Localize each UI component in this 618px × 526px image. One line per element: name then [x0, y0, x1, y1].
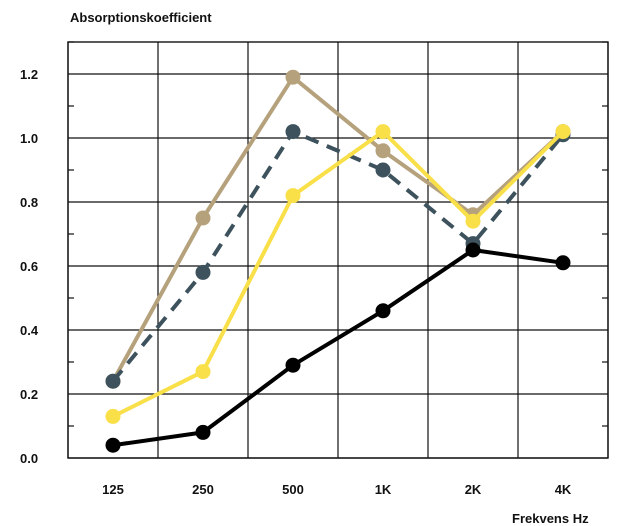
data-point — [285, 124, 301, 140]
data-point — [465, 242, 481, 258]
data-point — [375, 124, 391, 140]
x-tick-label: 250 — [192, 482, 214, 497]
series-line — [111, 75, 565, 383]
data-point — [195, 210, 211, 226]
y-tick-label: 0.0 — [20, 451, 38, 466]
y-axis-label: Absorptionskoefficient — [70, 10, 212, 25]
data-point — [375, 303, 391, 319]
x-tick-label: 500 — [282, 482, 304, 497]
x-tick-label: 1K — [375, 482, 392, 497]
data-point — [195, 264, 211, 280]
x-tick-label: 2K — [465, 482, 482, 497]
data-point — [285, 188, 301, 204]
data-point — [285, 69, 301, 85]
x-tick-label: 4K — [555, 482, 572, 497]
data-point — [465, 213, 481, 229]
data-point — [555, 124, 571, 140]
y-tick-label: 0.6 — [20, 259, 38, 274]
data-point — [375, 162, 391, 178]
y-tick-label: 1.2 — [20, 67, 38, 82]
data-point — [105, 408, 121, 424]
y-tick-label: 0.4 — [20, 323, 39, 338]
series-line — [112, 129, 565, 419]
series-line — [112, 248, 564, 448]
x-axis-label: Frekvens Hz — [512, 511, 589, 526]
data-point — [195, 424, 211, 440]
data-point — [105, 437, 121, 453]
plot-frame — [67, 41, 609, 459]
y-tick-label: 0.8 — [20, 195, 38, 210]
data-point — [375, 143, 391, 159]
x-tick-label: 125 — [102, 482, 124, 497]
y-tick-label: 1.0 — [20, 131, 38, 146]
y-tick-label: 0.2 — [20, 387, 38, 402]
data-point — [285, 357, 301, 373]
data-point — [195, 364, 211, 380]
data-point — [555, 255, 571, 271]
series-line — [111, 129, 565, 383]
data-point — [105, 373, 121, 389]
